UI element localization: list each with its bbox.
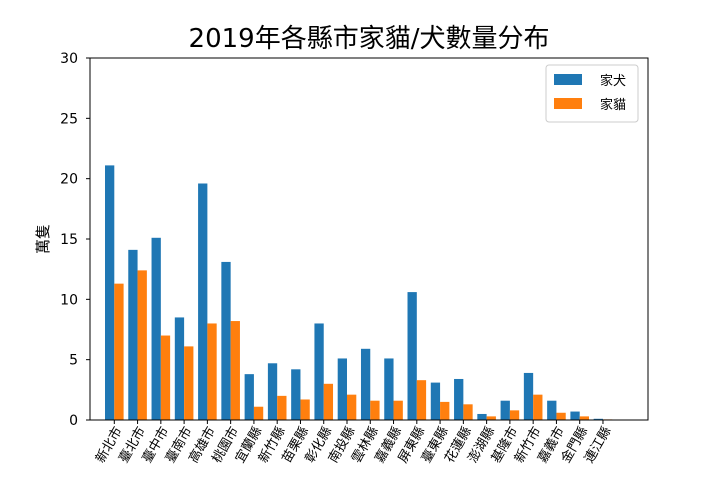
legend-label-0: 家犬	[600, 73, 626, 89]
bar-dog-1	[128, 249, 138, 420]
bar-dog-2	[151, 237, 161, 420]
bar-dog-6	[244, 374, 254, 420]
bar-cat-3	[184, 346, 194, 420]
bar-cat-19	[556, 412, 566, 420]
y-tick-label-4: 20	[60, 172, 78, 188]
bar-cat-5	[230, 321, 240, 420]
bar-cat-16	[486, 416, 496, 420]
bar-cat-15	[463, 404, 473, 420]
bar-dog-14	[430, 382, 441, 420]
bar-cat-13	[416, 380, 427, 420]
bar-cat-1	[137, 270, 147, 420]
y-axis-label: 萬隻	[34, 224, 52, 254]
y-tick-label-2: 10	[60, 292, 78, 308]
bar-dog-3	[174, 317, 185, 420]
chart-title: 2019年各縣市家貓/犬數量分布	[189, 24, 550, 54]
legend-swatch-0	[554, 74, 582, 85]
bar-cat-17	[509, 410, 520, 420]
bar-cat-20	[579, 416, 589, 420]
bar-dog-9	[314, 323, 324, 420]
bar-cat-0	[114, 283, 124, 420]
bar-cat-4	[207, 323, 217, 420]
plot-area: 051015202530萬隻新北市臺北市臺中市臺南市高雄市桃園市宜蘭縣新竹縣苗栗…	[34, 51, 649, 466]
bar-dog-12	[384, 358, 394, 420]
bar-dog-10	[337, 358, 347, 420]
bar-dog-17	[500, 400, 510, 420]
bar-dog-18	[523, 372, 534, 420]
y-tick-label-6: 30	[60, 51, 78, 67]
bar-dog-5	[221, 261, 231, 420]
y-tick-label-5: 25	[60, 111, 78, 127]
bar-dog-11	[360, 348, 371, 420]
bar-cat-6	[253, 406, 264, 420]
legend-label-1: 家貓	[600, 97, 626, 113]
y-tick-label-1: 5	[69, 353, 78, 369]
bar-dog-16	[477, 413, 487, 420]
legend-swatch-1	[554, 98, 582, 109]
bar-cat-10	[347, 394, 357, 420]
bar-dog-8	[291, 369, 301, 420]
bar-cat-18	[533, 394, 543, 420]
bar-cat-14	[440, 401, 450, 420]
bar-dog-20	[570, 411, 580, 420]
y-tick-label-0: 0	[69, 413, 78, 429]
bar-cat-2	[160, 335, 171, 420]
bar-dog-13	[407, 292, 417, 420]
bar-dog-4	[198, 183, 208, 420]
bar-cat-7	[277, 395, 287, 420]
bar-cat-12	[393, 400, 403, 420]
bar-cat-11	[370, 400, 380, 420]
bar-dog-19	[547, 400, 557, 420]
bar-dog-7	[267, 363, 278, 420]
bar-cat-9	[323, 383, 334, 420]
bar-dog-15	[454, 378, 464, 420]
y-tick-label-3: 15	[60, 232, 78, 248]
bar-dog-21	[593, 418, 603, 420]
bar-cat-8	[300, 399, 310, 420]
bar-dog-0	[105, 165, 115, 420]
